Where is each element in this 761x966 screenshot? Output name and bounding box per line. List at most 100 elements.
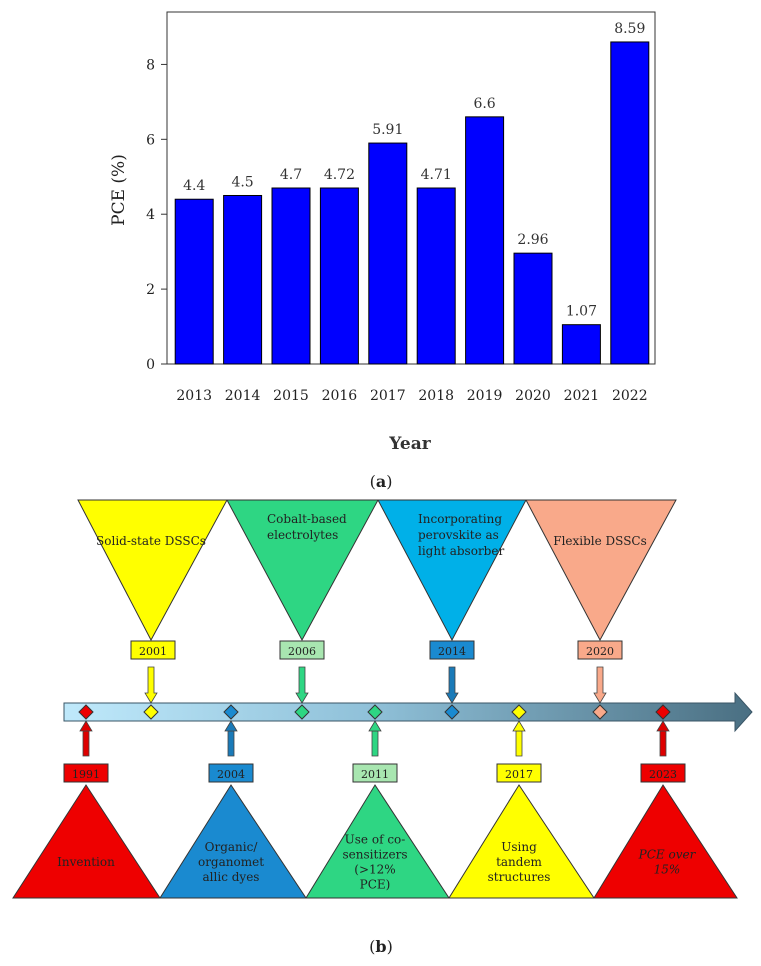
y-tick-label: 0 bbox=[146, 357, 155, 373]
x-tick-label: 2016 bbox=[322, 388, 358, 404]
event-arrow-head bbox=[656, 720, 670, 732]
year-box bbox=[429, 640, 475, 660]
event-text: Organic/ bbox=[205, 840, 259, 854]
x-tick-label: 2013 bbox=[176, 388, 212, 404]
year-box bbox=[496, 763, 542, 783]
timeline-marker bbox=[444, 704, 460, 720]
bar-value-label: 4.72 bbox=[324, 167, 355, 183]
timeline-marker bbox=[592, 704, 608, 720]
year-label: 2017 bbox=[505, 768, 533, 781]
bar bbox=[319, 187, 359, 365]
bar bbox=[174, 198, 214, 365]
timeline-marker bbox=[143, 704, 159, 720]
event-arrow bbox=[659, 730, 667, 757]
event-arrow-head bbox=[224, 720, 238, 732]
event-text: (>12% bbox=[354, 863, 395, 877]
event-text: Cobalt-based bbox=[267, 512, 347, 526]
event-arrow bbox=[295, 666, 309, 704]
bar bbox=[561, 324, 601, 365]
event-text: electrolytes bbox=[267, 528, 338, 542]
panel-b-label: (b) bbox=[369, 937, 393, 956]
x-tick-label: 2017 bbox=[370, 388, 406, 404]
bar-value-label: 2.96 bbox=[517, 232, 548, 248]
year-box bbox=[130, 640, 176, 660]
event-arrow-head bbox=[79, 720, 93, 732]
event-text: Using bbox=[501, 840, 537, 854]
x-tick-label: 2022 bbox=[612, 388, 648, 404]
y-tick-label: 8 bbox=[146, 57, 155, 73]
bar bbox=[368, 142, 408, 365]
year-box bbox=[279, 640, 325, 660]
event-arrow bbox=[371, 730, 379, 757]
year-label: 2011 bbox=[361, 768, 389, 781]
timeline-marker bbox=[511, 704, 527, 720]
event-text: Invention bbox=[57, 855, 115, 869]
bar bbox=[271, 187, 311, 365]
event-text: PCE) bbox=[360, 878, 391, 892]
bar-value-label: 6.6 bbox=[473, 96, 495, 112]
event-triangle bbox=[448, 784, 595, 899]
year-box bbox=[577, 640, 623, 660]
bottom-event: 2011 Use of co-sensitizers(>12%PCE) bbox=[305, 720, 450, 899]
year-label: 2023 bbox=[649, 768, 677, 781]
x-axis-label: Year bbox=[388, 434, 431, 454]
timeline-marker bbox=[367, 704, 383, 720]
top-event: Solid-state DSSCs 2001 bbox=[77, 499, 228, 704]
bar bbox=[513, 252, 553, 365]
year-label: 2020 bbox=[586, 645, 614, 658]
data-labels: 4.4 4.5 4.7 4.72 5.91 4.71 6.6 2.96 1.07 8.59 bbox=[183, 21, 645, 320]
event-text: tandem bbox=[496, 855, 542, 869]
y-axis: 0 2 4 6 8 bbox=[146, 57, 167, 373]
event-text: organomet bbox=[198, 855, 264, 869]
year-label: 1991 bbox=[72, 768, 100, 781]
bar bbox=[416, 187, 456, 365]
event-text: Flexible DSSCs bbox=[553, 534, 647, 548]
event-arrow bbox=[227, 730, 235, 757]
event-triangle bbox=[377, 499, 527, 642]
bar-value-label: 4.7 bbox=[280, 167, 302, 183]
year-box bbox=[208, 763, 254, 783]
event-arrow bbox=[445, 666, 459, 704]
event-arrow bbox=[144, 666, 158, 704]
event-arrow-head bbox=[512, 720, 526, 732]
year-label: 2014 bbox=[438, 645, 466, 658]
event-triangle bbox=[525, 499, 677, 642]
year-label: 2004 bbox=[217, 768, 245, 781]
top-event: Incorporating perovskite as light absorber… bbox=[377, 499, 527, 704]
panel-a-label: (a) bbox=[370, 472, 393, 491]
top-events: Solid-state DSSCs 2001 Cobalt-based electro… bbox=[77, 499, 677, 704]
bottom-events: 1991 Invention 2004 Organic/organometallic … bbox=[12, 720, 738, 899]
event-arrow bbox=[515, 730, 523, 757]
y-axis-label: PCE (%) bbox=[109, 154, 129, 226]
x-tick-label: 2021 bbox=[564, 388, 600, 404]
timeline-marker bbox=[655, 704, 671, 720]
bar bbox=[465, 116, 505, 365]
event-triangle bbox=[593, 784, 738, 899]
event-text: PCE over bbox=[638, 848, 697, 862]
bar-value-label: 1.07 bbox=[566, 304, 597, 320]
bar-value-label: 4.5 bbox=[231, 174, 253, 190]
x-tick-label: 2014 bbox=[225, 388, 261, 404]
event-triangle bbox=[77, 499, 228, 642]
bar-value-label: 4.4 bbox=[183, 178, 205, 194]
event-text: sensitizers bbox=[343, 848, 408, 862]
event-text: perovskite as bbox=[418, 528, 499, 542]
event-text: 15% bbox=[654, 863, 681, 877]
x-tick-label: 2019 bbox=[467, 388, 503, 404]
event-text: Solid-state DSSCs bbox=[96, 534, 206, 548]
x-tick-label: 2018 bbox=[418, 388, 454, 404]
bar bbox=[223, 194, 263, 365]
year-box bbox=[352, 763, 398, 783]
bar-chart: 0 2 4 6 8 4.4 4.5 4.7 4.72 5.91 4.71 6.6 2.96 1.07 8.… bbox=[109, 11, 656, 454]
event-text: light absorber bbox=[418, 544, 504, 558]
event-arrow bbox=[593, 666, 607, 704]
event-text: structures bbox=[488, 870, 551, 884]
y-tick-label: 2 bbox=[146, 282, 155, 298]
year-box bbox=[640, 763, 686, 783]
event-triangle bbox=[226, 499, 379, 642]
timeline-arrow bbox=[63, 691, 753, 733]
